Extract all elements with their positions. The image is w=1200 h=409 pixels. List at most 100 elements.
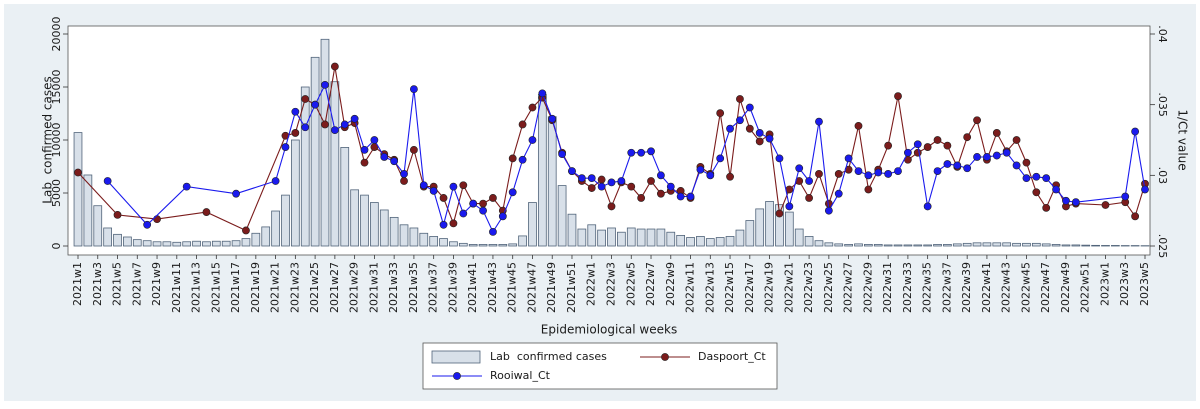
plot-area (68, 26, 1150, 255)
point (647, 148, 654, 155)
x-tick-label: 2021w47 (525, 262, 538, 313)
bar (212, 241, 220, 246)
point (608, 203, 615, 210)
point (489, 228, 496, 235)
bar (687, 238, 695, 246)
point (914, 149, 921, 156)
x-tick-label: 2021w9 (150, 262, 163, 306)
x-tick-label: 2022w7 (644, 262, 657, 306)
point (144, 221, 151, 228)
x-tick-label: 2022w49 (1059, 262, 1072, 313)
point (114, 211, 121, 218)
x-tick-label: 2021w13 (190, 262, 203, 313)
bar (538, 94, 546, 246)
x-tick-label: 2022w5 (624, 262, 637, 306)
bar (459, 243, 467, 246)
point (578, 175, 585, 182)
x-tick-label: 2022w47 (1039, 262, 1052, 313)
point (1072, 199, 1079, 206)
point (983, 153, 990, 160)
point (835, 190, 842, 197)
point (400, 177, 407, 184)
x-tick-label: 2021w19 (249, 262, 262, 313)
bar (133, 240, 141, 246)
point (331, 127, 338, 134)
point (1003, 149, 1010, 156)
point (964, 165, 971, 172)
x-tick-label: 2022w41 (980, 262, 993, 313)
point (885, 142, 892, 149)
x-axis-title: Epidemiological weeks (541, 323, 677, 337)
point (726, 173, 733, 180)
legend-label: Lab confirmed cases (490, 350, 607, 363)
point (934, 167, 941, 174)
point (1062, 197, 1069, 204)
point (736, 95, 743, 102)
point (1052, 186, 1059, 193)
bar (252, 233, 260, 246)
bar (222, 241, 230, 246)
x-tick-label: 2022w33 (901, 262, 914, 313)
bar (973, 243, 981, 246)
x-tick-label: 2021w45 (506, 262, 519, 313)
x-tick-label: 2021w7 (130, 262, 143, 306)
bar (726, 236, 734, 246)
bar (815, 241, 823, 246)
point (628, 183, 635, 190)
point (796, 165, 803, 172)
bar (351, 190, 359, 246)
bar (272, 211, 280, 246)
point (1033, 173, 1040, 180)
bar (449, 242, 457, 246)
legend-marker (661, 353, 668, 360)
point (865, 186, 872, 193)
bar (1022, 243, 1030, 246)
point (430, 187, 437, 194)
point (549, 115, 556, 122)
point (885, 170, 892, 177)
legend-label: Daspoort_Ct (698, 350, 766, 363)
x-tick-label: 2022w45 (1019, 262, 1032, 313)
bar (519, 236, 527, 246)
point (776, 155, 783, 162)
x-tick-label: 2022w27 (842, 262, 855, 313)
point (529, 136, 536, 143)
x-tick-label: 2023w3 (1118, 262, 1131, 306)
bar (282, 195, 290, 246)
point (499, 213, 506, 220)
point (647, 177, 654, 184)
point (1141, 186, 1148, 193)
point (203, 208, 210, 215)
point (539, 90, 546, 97)
point (815, 170, 822, 177)
x-tick-label: 2023w5 (1138, 262, 1151, 306)
point (321, 81, 328, 88)
x-tick-label: 2022w29 (861, 262, 874, 313)
point (944, 142, 951, 149)
bar (588, 225, 596, 246)
point (756, 138, 763, 145)
x-tick-label: 2022w43 (1000, 262, 1013, 313)
point (825, 207, 832, 214)
bar (163, 242, 171, 246)
bar (479, 244, 487, 246)
bar (983, 243, 991, 246)
x-tick-label: 2021w35 (407, 262, 420, 313)
x-tick-label: 2021w51 (565, 262, 578, 313)
bar (627, 228, 635, 246)
bar (529, 203, 537, 246)
bar (736, 230, 744, 246)
x-tick-label: 2022w37 (940, 262, 953, 313)
bar (1102, 245, 1110, 246)
point (628, 149, 635, 156)
x-tick-label: 2022w25 (822, 262, 835, 313)
point (460, 182, 467, 189)
point (805, 177, 812, 184)
bar (202, 242, 210, 246)
point (232, 190, 239, 197)
x-tick-label: 2021w37 (427, 262, 440, 313)
bar (677, 235, 685, 246)
bar (637, 229, 645, 246)
bar (509, 244, 517, 246)
